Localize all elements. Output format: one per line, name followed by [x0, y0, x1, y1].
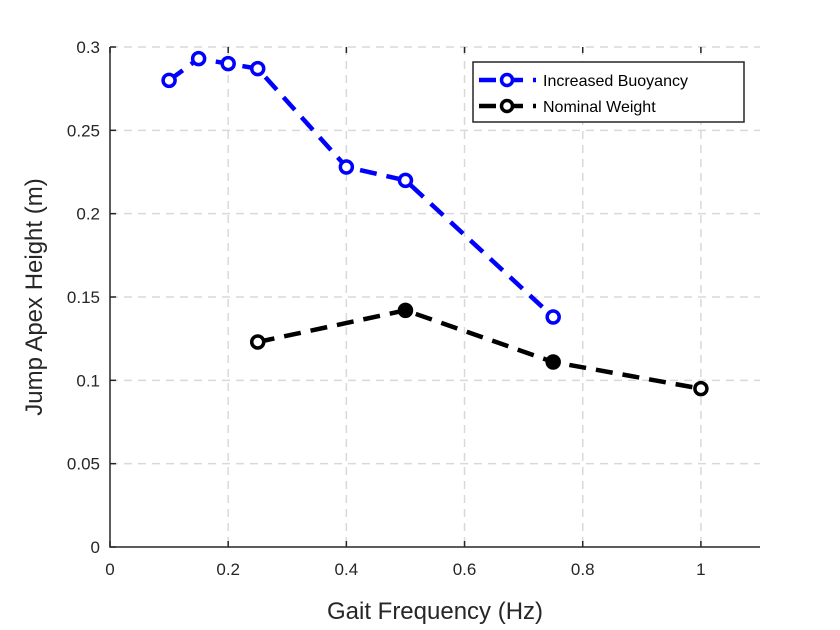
- x-axis-title: Gait Frequency (Hz): [327, 598, 543, 625]
- data-point: [338, 159, 355, 175]
- x-tick-label: 0.2: [216, 560, 240, 579]
- legend-box: [472, 61, 745, 123]
- legend-entry: Nominal Weight: [479, 98, 656, 116]
- y-tick-label: 0.15: [67, 288, 100, 307]
- series-1: [249, 302, 709, 397]
- x-tick-label: 0.6: [453, 560, 477, 579]
- y-tick-label: 0.2: [76, 205, 100, 224]
- y-tick-label: 0.05: [67, 455, 100, 474]
- ticks: 0 0.2 0.4 0.6 0.8 1 0 0.05 0.1 0.15 0.2 0.25 0.3: [67, 38, 706, 579]
- x-tick-label: 0: [105, 560, 114, 579]
- legend: Increased Buoyancy Nominal Weight: [472, 61, 745, 123]
- data-point: [190, 50, 207, 67]
- legend-marker: [499, 72, 515, 88]
- data-point: [249, 334, 266, 350]
- data-point: [397, 172, 414, 189]
- legend-marker: [499, 98, 515, 114]
- legend-label: Nominal Weight: [543, 99, 656, 116]
- series-line: [257, 308, 702, 391]
- y-tick-label: 0: [91, 538, 100, 557]
- x-tick-label: 0.4: [335, 560, 359, 579]
- data-point: [249, 60, 266, 77]
- y-tick-label: 0.25: [67, 121, 100, 140]
- plot-series: [161, 50, 709, 397]
- data-point: [220, 55, 236, 72]
- data-point: [545, 309, 561, 325]
- x-tick-label: 0.8: [571, 560, 595, 579]
- y-tick-label: 0.3: [76, 38, 100, 57]
- series-0: [161, 50, 561, 325]
- data-point: [545, 354, 561, 370]
- legend-label: Increased Buoyancy: [543, 73, 688, 90]
- data-point: [693, 380, 709, 397]
- legend-entry: Increased Buoyancy: [479, 72, 688, 90]
- y-axis-title: Jump Apex Height (m): [21, 178, 48, 415]
- data-point: [397, 302, 414, 319]
- grid: [110, 46, 760, 547]
- y-tick-label: 0.1: [76, 371, 100, 390]
- data-point: [161, 72, 177, 89]
- x-tick-label: 1: [696, 560, 705, 579]
